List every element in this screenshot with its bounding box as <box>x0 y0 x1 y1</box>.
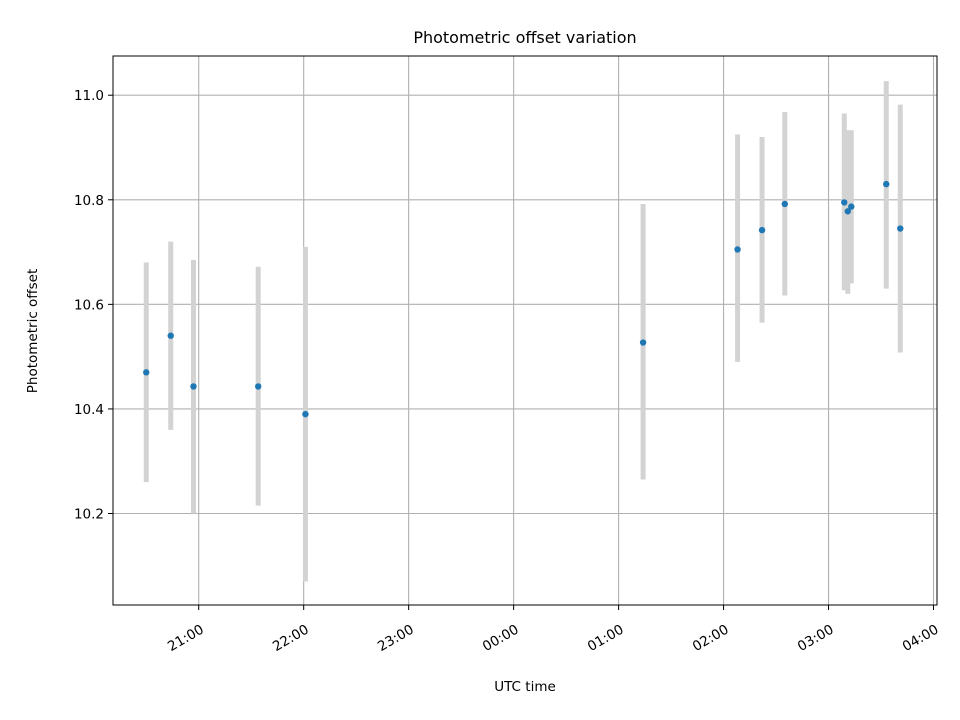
plot-frame <box>112 55 938 606</box>
x-tick-label: 02:00 <box>690 622 732 655</box>
y-axis-label: Photometric offset <box>25 269 41 393</box>
data-point <box>897 225 904 232</box>
x-tick-label: 03:00 <box>795 622 837 655</box>
data-point <box>844 208 851 215</box>
ticks: 21:00 22:00 23:00 00:00 01:00 02:00 03:00 04:00… <box>74 88 942 655</box>
x-tick-label: 01:00 <box>585 622 627 655</box>
data-point <box>639 339 647 346</box>
data-point <box>781 200 788 208</box>
x-axis-label: UTC time <box>494 679 556 695</box>
x-tick-label: 21:00 <box>165 622 207 655</box>
y-tick-label: 10.6 <box>74 297 104 313</box>
data-point <box>190 383 197 390</box>
data-point <box>167 332 174 339</box>
y-tick-label: 10.8 <box>74 193 104 209</box>
data-point <box>734 246 741 253</box>
data-points <box>143 180 904 418</box>
x-tick-label: 23:00 <box>375 622 417 655</box>
data-point <box>848 203 855 210</box>
x-tick-label: 22:00 <box>270 622 312 655</box>
grid <box>113 56 937 605</box>
data-point <box>255 383 262 390</box>
y-tick-label: 11.0 <box>74 88 104 104</box>
data-point <box>143 369 150 376</box>
x-tick-label: 04:00 <box>900 622 942 655</box>
y-tick-label: 10.4 <box>74 402 104 418</box>
data-point <box>841 199 848 206</box>
x-tick-label: 00:00 <box>480 622 522 655</box>
y-tick-label: 10.2 <box>74 507 104 523</box>
data-point <box>758 226 766 234</box>
data-point <box>883 180 890 188</box>
error-bars <box>143 81 903 582</box>
data-point <box>302 410 309 418</box>
chart-title: Photometric offset variation <box>413 28 636 47</box>
